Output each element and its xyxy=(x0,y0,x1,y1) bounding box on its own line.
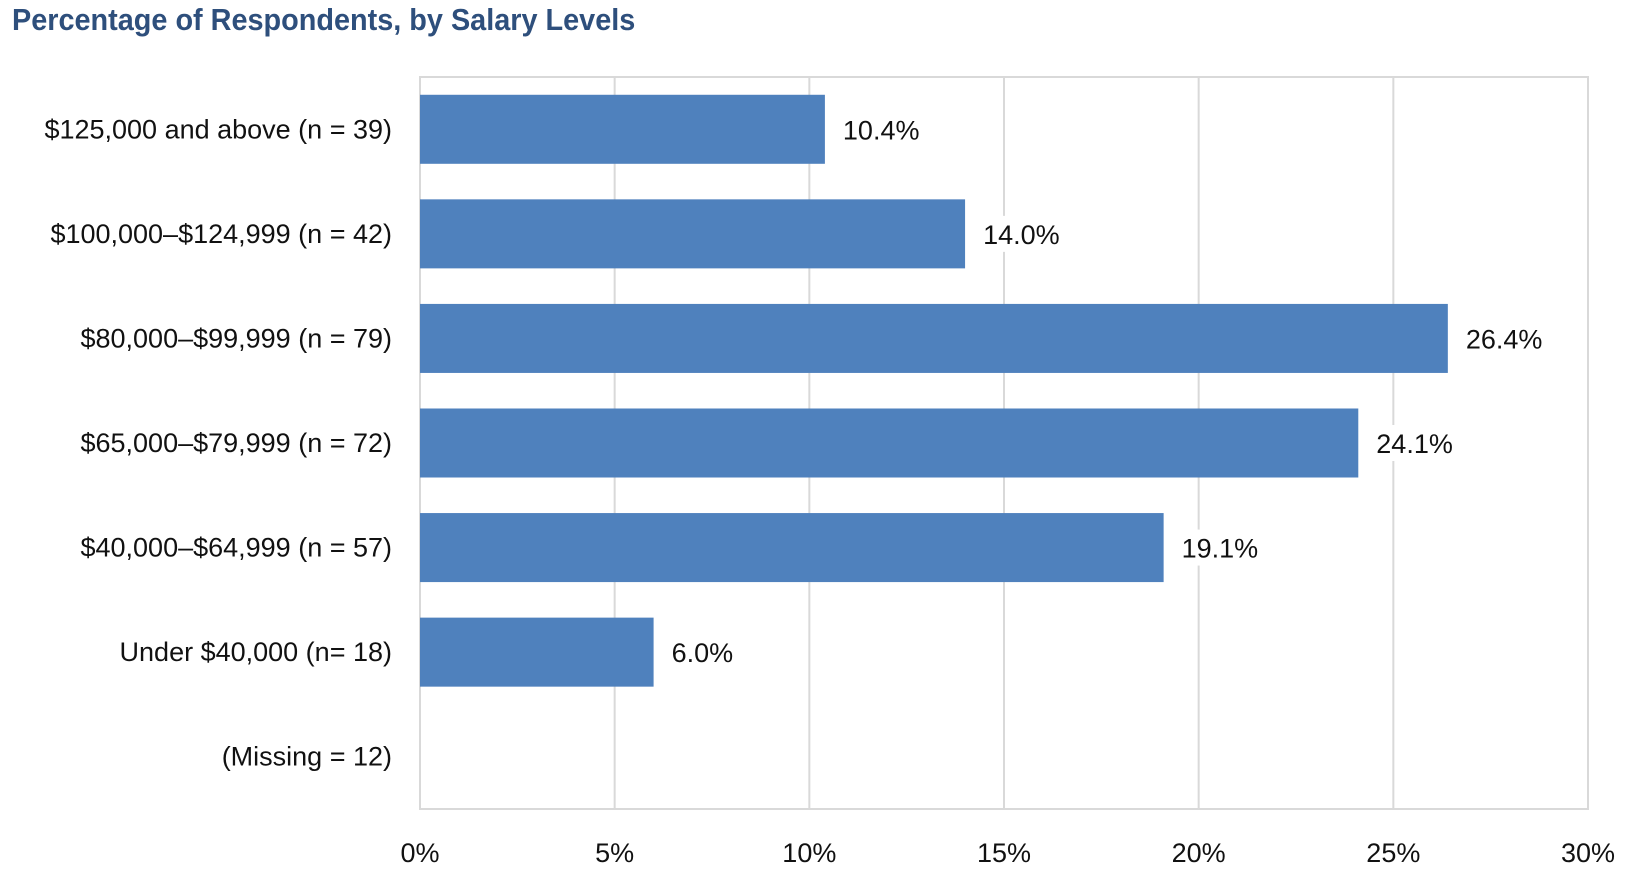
label-layer: 0% 5% 10% 15% 20% 25% 30% $125,000 and above (n… xyxy=(44,111,1615,868)
bar xyxy=(420,303,1448,373)
data-label: 10.4% xyxy=(843,115,920,145)
x-tick-label: 15% xyxy=(977,838,1031,868)
category-label: $65,000–$79,999 (n = 72) xyxy=(80,428,392,458)
data-label: 6.0% xyxy=(672,638,734,668)
bar-layer xyxy=(420,94,1448,687)
x-tick-label: 10% xyxy=(782,838,836,868)
data-label-background xyxy=(838,111,933,148)
data-label: 14.0% xyxy=(983,220,1060,250)
x-tick-label: 20% xyxy=(1172,838,1226,868)
category-label: Under $40,000 (n= 18) xyxy=(120,637,392,667)
data-label-background xyxy=(667,634,762,671)
data-label-background xyxy=(1177,529,1272,566)
bar xyxy=(420,617,654,687)
data-label-background xyxy=(1372,425,1467,461)
category-label: $100,000–$124,999 (n = 42) xyxy=(50,219,392,249)
category-label: $80,000–$99,999 (n = 79) xyxy=(80,323,392,353)
category-label: $125,000 and above (n = 39) xyxy=(44,114,392,144)
chart-title: Percentage of Respondents, by Salary Lev… xyxy=(12,2,636,37)
bar xyxy=(420,94,825,164)
x-tick-label: 0% xyxy=(400,838,439,868)
x-tick-label: 30% xyxy=(1561,838,1615,868)
category-label: (Missing = 12) xyxy=(222,742,392,772)
x-tick-label: 5% xyxy=(595,838,634,868)
bar xyxy=(420,199,966,269)
x-tick-label: 25% xyxy=(1366,838,1420,868)
data-label: 26.4% xyxy=(1466,324,1543,354)
data-label: 24.1% xyxy=(1376,429,1453,459)
data-label: 19.1% xyxy=(1182,534,1259,564)
category-label: $40,000–$64,999 (n = 57) xyxy=(80,533,392,563)
data-label-background xyxy=(979,215,1074,252)
data-label-background xyxy=(1461,320,1556,357)
bar xyxy=(420,513,1164,583)
bar xyxy=(420,408,1359,478)
